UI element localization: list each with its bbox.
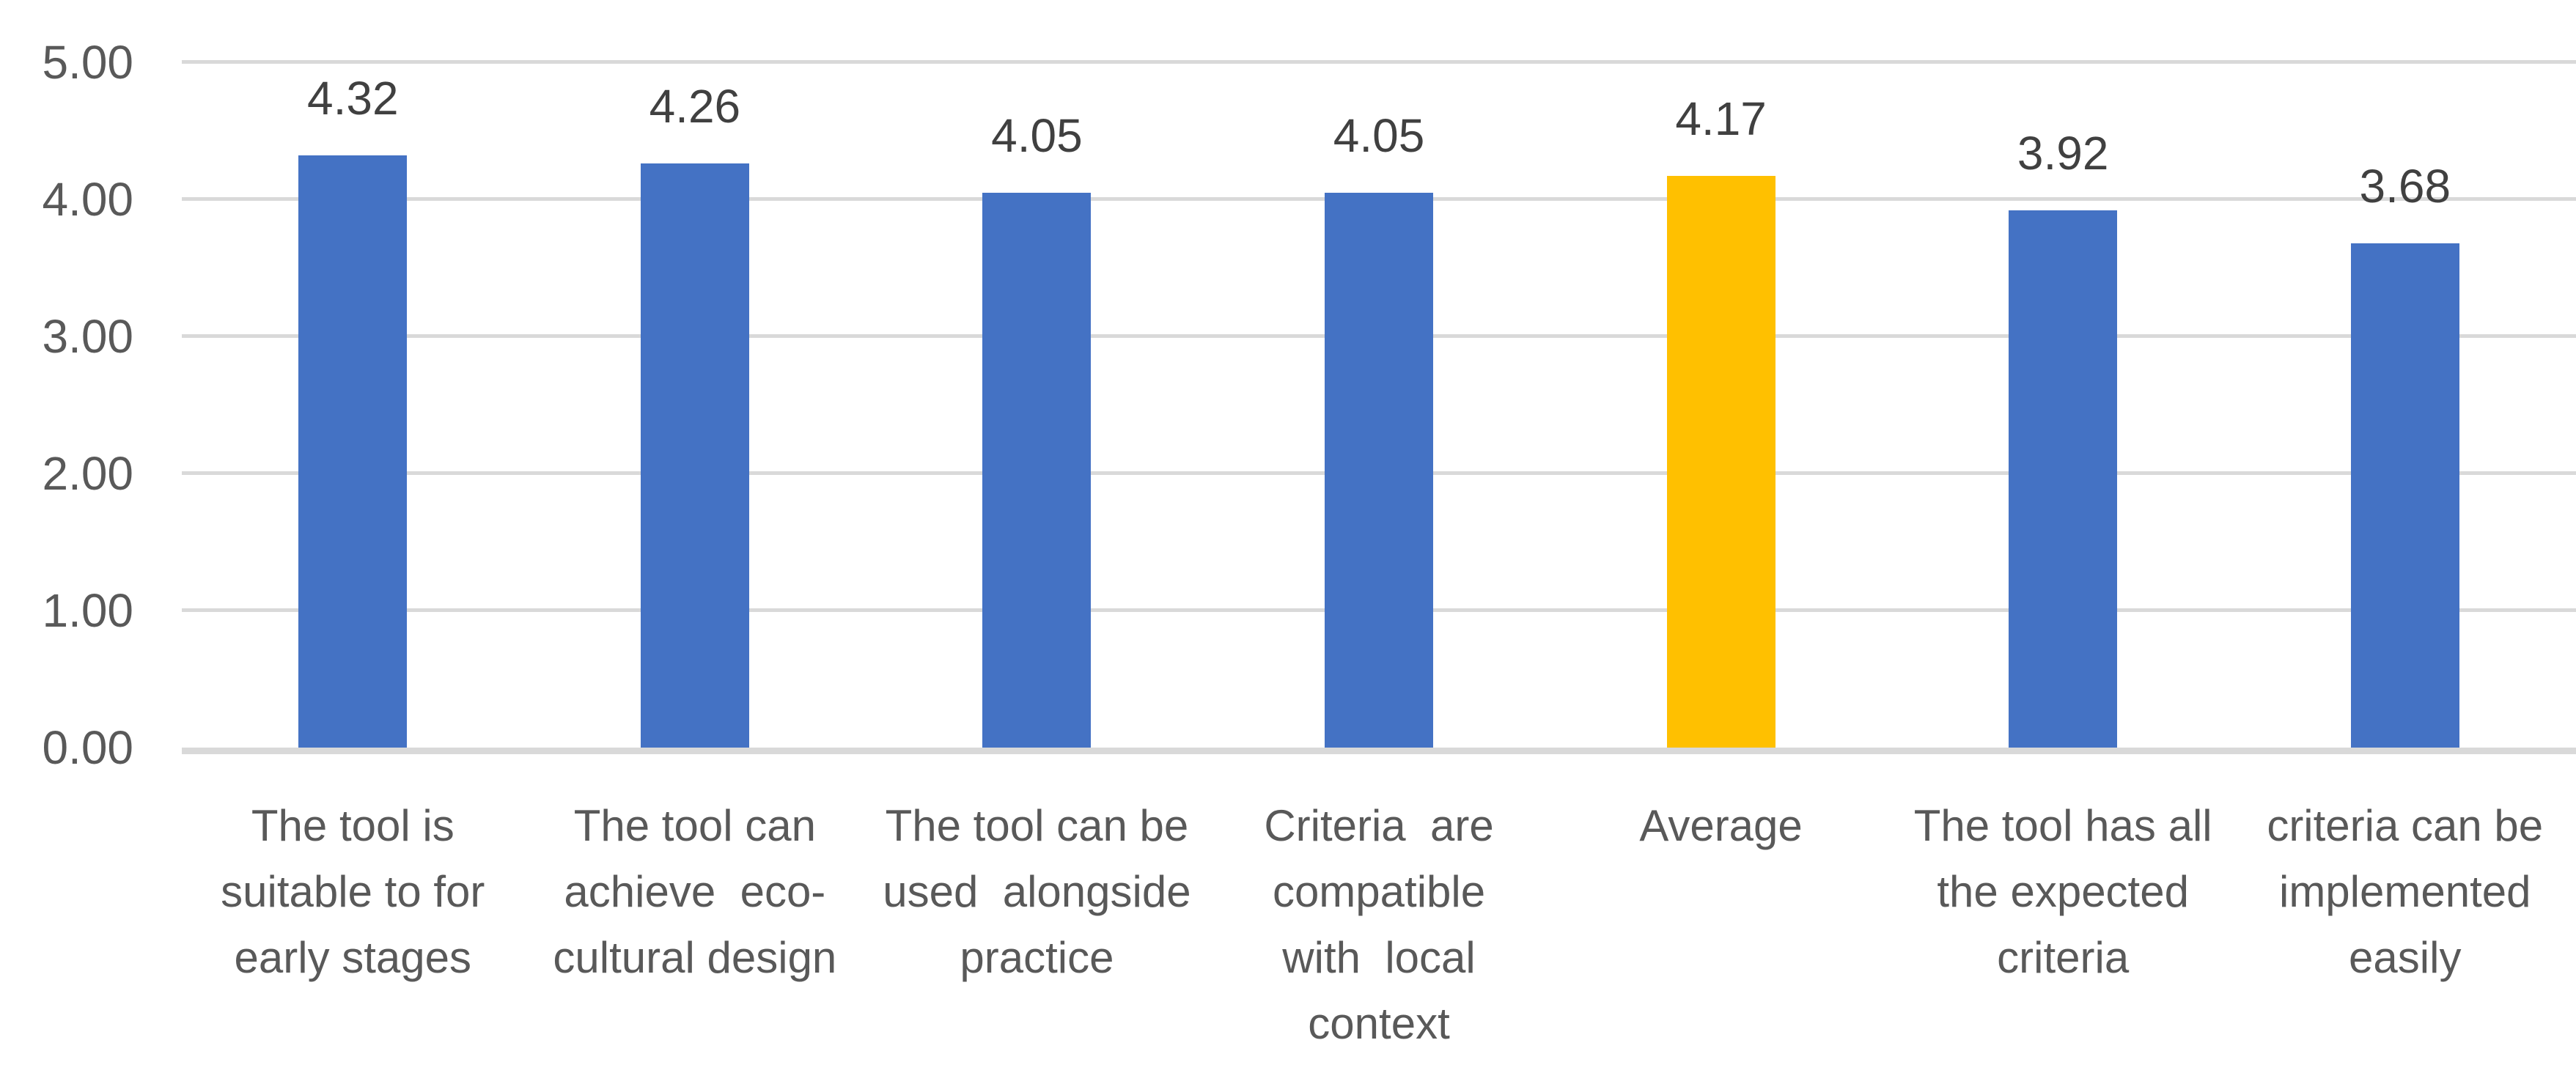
bar-average-highlight xyxy=(1666,176,1775,748)
bar-value-label: 3.68 xyxy=(2359,159,2451,213)
bar-value-label: 4.26 xyxy=(649,80,741,133)
bar-value-label: 4.17 xyxy=(1675,92,1767,146)
bar xyxy=(1325,192,1434,748)
bar-slot: 4.26 xyxy=(524,62,866,748)
x-category-label: The tool can achieve eco- cultural desig… xyxy=(553,801,837,982)
plot-area: 4.32 4.26 4.05 4.05 4.17 3.92 3.68 xyxy=(182,60,2576,754)
x-category-label: Criteria are compatible with local conte… xyxy=(1264,801,1494,1048)
bar-slot: 4.32 xyxy=(182,62,524,748)
x-category-label: criteria can be implemented easily xyxy=(2267,801,2544,982)
bar-value-label: 4.32 xyxy=(307,72,399,125)
bar-slot: 4.05 xyxy=(1208,62,1550,748)
y-tick-label: 2.00 xyxy=(42,447,133,500)
x-category-label: The tool has all the expected criteria xyxy=(1913,801,2212,982)
x-category-label: The tool is suitable to for early stages xyxy=(221,801,485,982)
bar-slot: 3.68 xyxy=(2234,62,2576,748)
bar xyxy=(982,192,1092,748)
bar-value-label: 4.05 xyxy=(991,108,1083,162)
bar-value-label: 3.92 xyxy=(2017,126,2109,180)
bar xyxy=(2009,210,2118,748)
bar-slot: 4.17 xyxy=(1550,62,1892,748)
y-tick-label: 5.00 xyxy=(42,36,133,89)
x-axis-line xyxy=(182,748,2576,754)
bar-series: 4.32 4.26 4.05 4.05 4.17 3.92 3.68 xyxy=(182,62,2576,748)
x-category-label: The tool can be used alongside practice xyxy=(883,801,1191,982)
bar-value-label: 4.05 xyxy=(1333,108,1425,162)
y-tick-label: 1.00 xyxy=(42,584,133,637)
bar xyxy=(640,163,749,748)
bar-slot: 3.92 xyxy=(1892,62,2234,748)
y-tick-label: 4.00 xyxy=(42,173,133,226)
x-axis-category-labels: The tool is suitable to for early stages… xyxy=(182,793,2576,1057)
bar-slot: 4.05 xyxy=(866,62,1208,748)
gridline xyxy=(182,60,2576,64)
y-tick-label: 0.00 xyxy=(42,721,133,774)
y-tick-label: 3.00 xyxy=(42,310,133,363)
x-category-label: Average xyxy=(1639,801,1803,850)
bar xyxy=(298,155,408,748)
bar xyxy=(2350,243,2459,748)
y-axis: 0.00 1.00 2.00 3.00 4.00 5.00 xyxy=(0,39,133,771)
